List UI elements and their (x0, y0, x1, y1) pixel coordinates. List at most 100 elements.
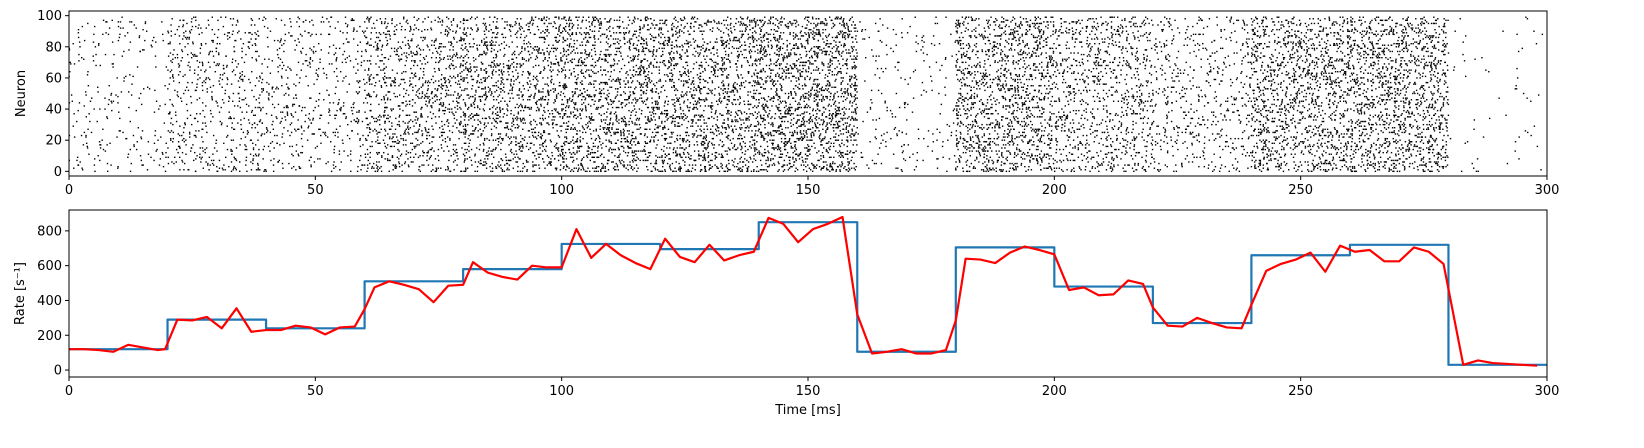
spike-dot (589, 28, 591, 31)
spike-dot (623, 165, 625, 168)
spike-dot (500, 120, 502, 123)
spike-dot (262, 89, 264, 92)
spike-dot (613, 69, 615, 71)
spike-dot (487, 158, 489, 160)
spike-dot (644, 78, 647, 81)
spike-dot (580, 169, 582, 171)
spike-dot (287, 106, 289, 109)
spike-dot (509, 83, 512, 85)
spike-dot (473, 42, 475, 45)
spike-dot (577, 64, 580, 67)
spike-dot (380, 99, 383, 101)
spike-dot (646, 86, 649, 88)
spike-dot (307, 64, 309, 67)
spike-dot (405, 71, 407, 73)
spike-dot (571, 161, 574, 163)
spike-dot (263, 133, 266, 135)
spike-dot (461, 71, 463, 73)
spike-dot (509, 150, 512, 152)
spike-dot (367, 134, 369, 137)
spike-dot (394, 85, 396, 87)
spike-dot (618, 156, 620, 159)
spike-dot (727, 169, 730, 171)
spike-dot (708, 169, 710, 171)
spike-dot (588, 94, 591, 96)
spike-dot (382, 114, 385, 116)
spike-dot (726, 170, 729, 173)
spike-dot (404, 28, 406, 31)
spike-dot (529, 147, 532, 149)
spike-dot (467, 50, 470, 53)
spike-dot (556, 147, 558, 149)
spike-dot (610, 35, 612, 37)
spike-dot (369, 128, 372, 130)
spike-dot (218, 63, 220, 65)
spike-dot (548, 162, 550, 165)
spike-dot (386, 77, 388, 79)
spike-dot (497, 80, 499, 82)
spike-dot (314, 106, 316, 109)
spike-dot (677, 169, 680, 171)
spike-dot (250, 161, 252, 163)
spike-dot (421, 77, 424, 79)
spike-dot (383, 67, 386, 70)
spike-dot (507, 71, 509, 73)
spike-dot (634, 114, 637, 116)
spike-dot (647, 71, 650, 73)
spike-dot (614, 111, 617, 113)
spike-dot (463, 38, 466, 40)
spike-dot (500, 69, 503, 71)
spike-dot (639, 28, 642, 31)
spike-dot (518, 53, 520, 56)
spike-dot (490, 153, 493, 155)
spike-dot (483, 161, 485, 163)
spike-dot (636, 100, 638, 102)
spike-dot (403, 133, 405, 135)
spike-dot (289, 134, 291, 137)
spike-dot (310, 165, 312, 168)
spike-dot (395, 28, 398, 31)
spike-dot (429, 99, 431, 101)
spike-dot (523, 30, 525, 32)
spike-dot (171, 103, 173, 106)
spike-dot (77, 109, 79, 112)
spike-dot (366, 123, 369, 126)
spike-dot (490, 44, 492, 46)
spike-dot (371, 165, 374, 168)
spike-dot (543, 161, 545, 163)
spike-dot (205, 125, 207, 127)
spike-dot (464, 130, 467, 132)
spike-dot (546, 50, 548, 53)
spike-dot (245, 159, 247, 162)
spike-dot (482, 77, 485, 79)
spike-dot (586, 94, 588, 96)
spike-dot (180, 60, 182, 62)
spike-dot (390, 108, 392, 110)
spike-dot (465, 151, 468, 154)
spike-dot (345, 75, 347, 78)
spike-dot (175, 114, 177, 116)
spike-dot (208, 53, 210, 56)
spike-dot (266, 36, 269, 39)
spike-dot (523, 165, 526, 168)
spike-dot (180, 97, 182, 99)
spike-dot (250, 169, 253, 171)
spike-dot (222, 169, 224, 171)
spike-dot (470, 16, 473, 18)
spike-dot (519, 158, 521, 160)
spike-dot (339, 30, 342, 32)
spike-dot (476, 114, 478, 116)
spike-dot (292, 116, 294, 118)
spike-dot (400, 137, 402, 140)
spike-dot (608, 123, 611, 126)
spike-dot (557, 147, 560, 149)
spike-dot (553, 21, 555, 23)
spike-dot (259, 75, 261, 78)
spike-dot (645, 92, 647, 95)
spike-dot (280, 38, 282, 40)
spike-dot (559, 35, 561, 37)
spike-dot (409, 30, 411, 32)
spike-dot (598, 57, 601, 59)
spike-dot (552, 88, 554, 90)
spike-dot (193, 72, 196, 74)
